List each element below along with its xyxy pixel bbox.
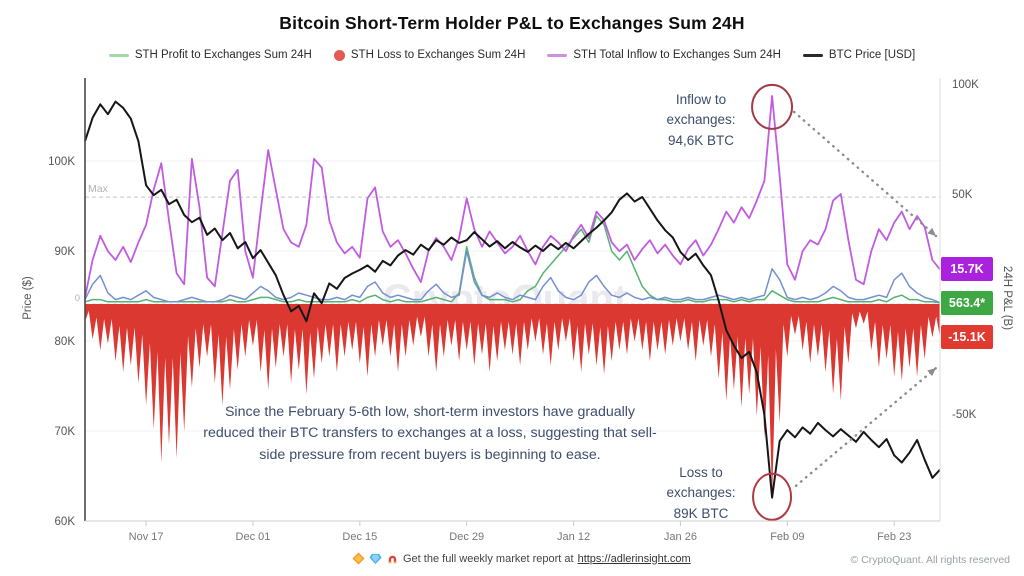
svg-text:Dec 01: Dec 01 [236, 531, 271, 543]
svg-text:Dec 29: Dec 29 [449, 531, 484, 543]
legend-item-sth-loss[interactable]: STH Loss to Exchanges Sum 24H [333, 49, 526, 61]
legend-label-profit: STH Profit to Exchanges Sum 24H [134, 49, 312, 61]
chart-title: Bitcoin Short-Term Holder P&L to Exchang… [279, 13, 745, 33]
footer-promo-text: Get the full weekly market report at [403, 552, 574, 565]
svg-text:Feb 23: Feb 23 [877, 531, 911, 543]
legend-swatch-profit-icon [108, 53, 129, 57]
svg-text:50K: 50K [952, 189, 973, 201]
svg-text:100K: 100K [48, 156, 75, 168]
legend-item-btc-price[interactable]: BTC Price [USD] [802, 49, 916, 61]
annotation-note: Since the February 5-6th low, short-term… [203, 404, 657, 463]
legend-swatch-price-icon [802, 53, 823, 57]
legend-swatch-inflow-icon [547, 53, 568, 57]
annotation-inflow: Inflow to exchanges: 94,6K BTC [666, 92, 736, 148]
svg-text:Feb 09: Feb 09 [770, 531, 804, 543]
svg-text:80K: 80K [55, 336, 76, 348]
orange-diamond-icon [352, 552, 365, 565]
svg-text:Jan 26: Jan 26 [664, 531, 697, 543]
current-value-badge-profit: 563.4* [941, 290, 993, 315]
legend: STH Profit to Exchanges Sum 24H STH Loss… [0, 49, 1024, 61]
legend-label-loss: STH Loss to Exchanges Sum 24H [350, 49, 526, 61]
legend-label-price: BTC Price [USD] [828, 49, 916, 61]
footer-copyright: © CryptoQuant. All rights reserved [850, 554, 1010, 566]
svg-text:Nov 17: Nov 17 [129, 531, 164, 543]
svg-text:0: 0 [75, 293, 80, 304]
legend-item-sth-total-inflow[interactable]: STH Total Inflow to Exchanges Sum 24H [547, 49, 781, 61]
legend-swatch-loss-icon [333, 49, 345, 61]
svg-text:Dec 15: Dec 15 [342, 531, 377, 543]
footer-report-link[interactable]: https://adlerinsight.com [577, 552, 691, 565]
magnet-icon [388, 555, 397, 564]
svg-text:-50K: -50K [952, 409, 977, 421]
svg-text:100K: 100K [952, 79, 979, 91]
svg-text:90K: 90K [55, 246, 76, 258]
legend-item-sth-profit[interactable]: STH Profit to Exchanges Sum 24H [108, 49, 312, 61]
current-value-badge-inflow: 15.7K [941, 257, 993, 282]
svg-text:70K: 70K [55, 426, 76, 438]
blue-gem-icon [369, 553, 382, 565]
footer-promo: Get the full weekly market report at htt… [352, 552, 691, 565]
svg-text:Max: Max [88, 183, 109, 195]
svg-text:Jan 12: Jan 12 [557, 531, 590, 543]
current-value-badge-loss: -15.1K [941, 325, 993, 350]
right-axis-title: 24H P&L (B) [1001, 265, 1013, 331]
annotation-loss: Loss to exchanges: 89K BTC [666, 465, 736, 521]
legend-label-inflow: STH Total Inflow to Exchanges Sum 24H [573, 49, 781, 61]
left-axis-title: Price ($) [22, 276, 34, 320]
svg-text:60K: 60K [55, 516, 76, 528]
